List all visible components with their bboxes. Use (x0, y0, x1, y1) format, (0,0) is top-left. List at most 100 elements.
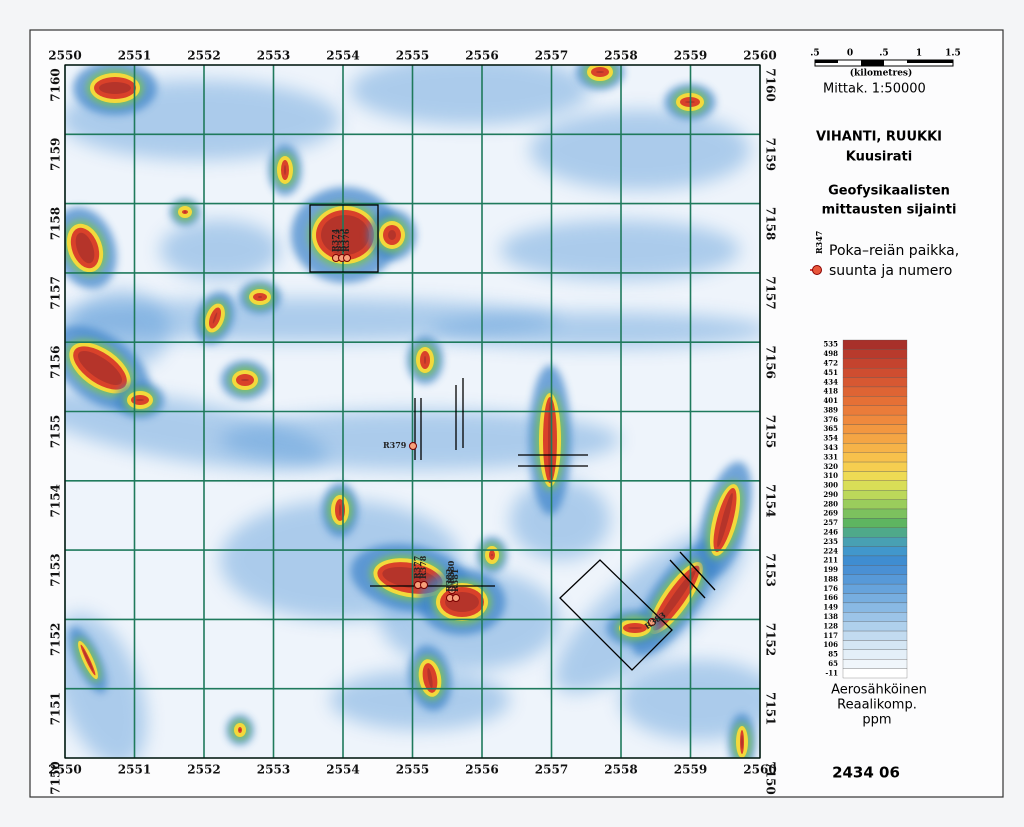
color-band (842, 583, 908, 594)
color-level: 451 (823, 368, 838, 377)
y-label: 7159 (49, 138, 63, 171)
color-level: 320 (823, 462, 838, 471)
survey-box (559, 559, 673, 671)
x-label: 2551 (118, 49, 151, 63)
anomaly-peak (184, 211, 186, 213)
scale-tick: .5 (810, 49, 819, 59)
color-level: 434 (823, 377, 838, 386)
color-level: 310 (823, 471, 838, 480)
color-band (842, 480, 908, 491)
map-frame (64, 64, 761, 759)
legend-sample-label: R347 (814, 231, 824, 254)
color-band (842, 649, 908, 660)
color-band (842, 349, 908, 359)
title: VIHANTI, RUUKKI (816, 130, 942, 145)
color-band (842, 527, 908, 538)
color-band (842, 602, 908, 613)
x-label: 2555 (396, 49, 429, 63)
drill-hole (648, 618, 656, 626)
y-label: 7156 (49, 345, 63, 378)
color-level: 211 (823, 556, 838, 565)
x-label: 2556 (465, 763, 498, 777)
y-label: 7151 (764, 692, 778, 725)
drill-hole (343, 254, 351, 262)
color-level: 498 (823, 349, 838, 358)
drill-hole-label: R375 (336, 229, 346, 252)
anomaly-peak (284, 165, 286, 175)
color-level: 166 (823, 593, 838, 602)
y-label: 7151 (49, 692, 63, 725)
x-label: 2558 (604, 763, 637, 777)
scale-tick: 0 (847, 49, 853, 59)
anomaly-peak (491, 554, 493, 556)
color-band (842, 358, 908, 369)
color-level: 365 (823, 424, 838, 433)
color-band (842, 443, 908, 453)
color-level: 418 (823, 387, 838, 396)
anomalies (65, 65, 760, 758)
color-band (842, 461, 908, 472)
anomaly-peak (388, 230, 396, 240)
y-label: 7160 (764, 68, 778, 101)
y-label: 7155 (49, 415, 63, 448)
caption: Reaalikomp. (837, 698, 917, 713)
drill-hole-label: R378 (418, 555, 428, 579)
anomaly-peak (82, 649, 94, 671)
drill-hole (452, 594, 460, 602)
anomaly-peak (741, 735, 743, 749)
scale-bar: .5 0 .5 1 1.5 (810, 49, 961, 67)
x-label: 2552 (187, 49, 220, 63)
color-level: 472 (823, 358, 838, 367)
color-band (842, 508, 908, 519)
color-band (842, 565, 908, 575)
scale-segment (907, 60, 953, 63)
anomaly-peak (241, 379, 249, 381)
x-label: 2557 (535, 763, 568, 777)
conductivity-low (350, 65, 590, 125)
color-band (842, 574, 908, 585)
scale-unit: (kilometres) (850, 68, 913, 79)
color-band (842, 518, 908, 528)
survey-line (679, 551, 716, 591)
y-label: 7159 (764, 138, 778, 171)
color-level: 280 (823, 499, 838, 508)
anomaly-peak (77, 350, 123, 386)
conductivity-low (530, 110, 750, 190)
anomaly-peak (717, 492, 733, 548)
conductivity-low (430, 312, 760, 348)
color-level: 269 (823, 509, 838, 518)
color-level: 343 (823, 443, 838, 452)
drill-hole-label: R377 (412, 556, 422, 579)
y-label: 7153 (49, 553, 63, 586)
subtitle: mittausten sijainti (822, 203, 957, 218)
drill-hole (448, 586, 456, 594)
color-band (842, 555, 908, 566)
color-level: 138 (823, 612, 838, 621)
x-label: 2553 (257, 49, 290, 63)
color-level: 199 (823, 565, 838, 574)
color-level: 331 (823, 452, 838, 461)
drill-hole (420, 581, 428, 589)
color-band (842, 546, 908, 557)
anomaly-peak (136, 399, 144, 401)
anomaly-peak (628, 627, 642, 629)
anomaly-peak (258, 296, 262, 298)
y-label: 7152 (49, 623, 63, 656)
color-level: 401 (823, 396, 838, 405)
sheet-number: 2434 06 (832, 764, 900, 782)
color-level: 257 (823, 518, 838, 527)
color-level: 376 (823, 415, 838, 424)
color-level: 224 (823, 546, 838, 555)
drill-hole (409, 442, 417, 450)
drill-hole-label: R380 (446, 560, 456, 584)
y-label: 7153 (764, 553, 778, 586)
color-band (842, 396, 908, 406)
color-level: 117 (823, 631, 838, 640)
y-label: 7154 (49, 484, 63, 517)
y-label: 7152 (764, 623, 778, 656)
color-level: 176 (823, 584, 838, 593)
color-band (842, 414, 908, 425)
color-level: 246 (823, 527, 838, 536)
color-band (842, 452, 908, 463)
y-label: 7150 (49, 761, 63, 794)
